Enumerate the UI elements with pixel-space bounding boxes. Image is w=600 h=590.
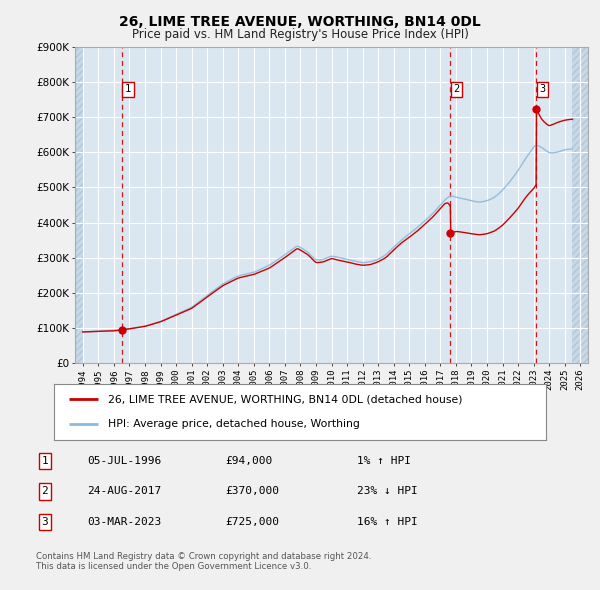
Text: 16% ↑ HPI: 16% ↑ HPI (357, 517, 418, 527)
Text: HPI: Average price, detached house, Worthing: HPI: Average price, detached house, Wort… (108, 419, 360, 429)
Text: 05-JUL-1996: 05-JUL-1996 (87, 457, 161, 466)
Text: £94,000: £94,000 (225, 457, 272, 466)
Text: 23% ↓ HPI: 23% ↓ HPI (357, 487, 418, 496)
Text: £725,000: £725,000 (225, 517, 279, 527)
Text: Contains HM Land Registry data © Crown copyright and database right 2024.: Contains HM Land Registry data © Crown c… (36, 552, 371, 561)
Text: £370,000: £370,000 (225, 487, 279, 496)
Text: 26, LIME TREE AVENUE, WORTHING, BN14 0DL (detached house): 26, LIME TREE AVENUE, WORTHING, BN14 0DL… (108, 394, 463, 404)
Bar (572, 47, 588, 363)
Text: 24-AUG-2017: 24-AUG-2017 (87, 487, 161, 496)
Text: 2: 2 (454, 84, 460, 94)
Text: 1% ↑ HPI: 1% ↑ HPI (357, 457, 411, 466)
Text: 3: 3 (41, 517, 49, 527)
Text: 03-MAR-2023: 03-MAR-2023 (87, 517, 161, 527)
Text: This data is licensed under the Open Government Licence v3.0.: This data is licensed under the Open Gov… (36, 562, 311, 571)
Text: Price paid vs. HM Land Registry's House Price Index (HPI): Price paid vs. HM Land Registry's House … (131, 28, 469, 41)
Text: 1: 1 (125, 84, 131, 94)
Text: 2: 2 (41, 487, 49, 496)
Text: 26, LIME TREE AVENUE, WORTHING, BN14 0DL: 26, LIME TREE AVENUE, WORTHING, BN14 0DL (119, 15, 481, 29)
Text: 3: 3 (539, 84, 545, 94)
Text: 1: 1 (41, 457, 49, 466)
Bar (75, 47, 83, 363)
